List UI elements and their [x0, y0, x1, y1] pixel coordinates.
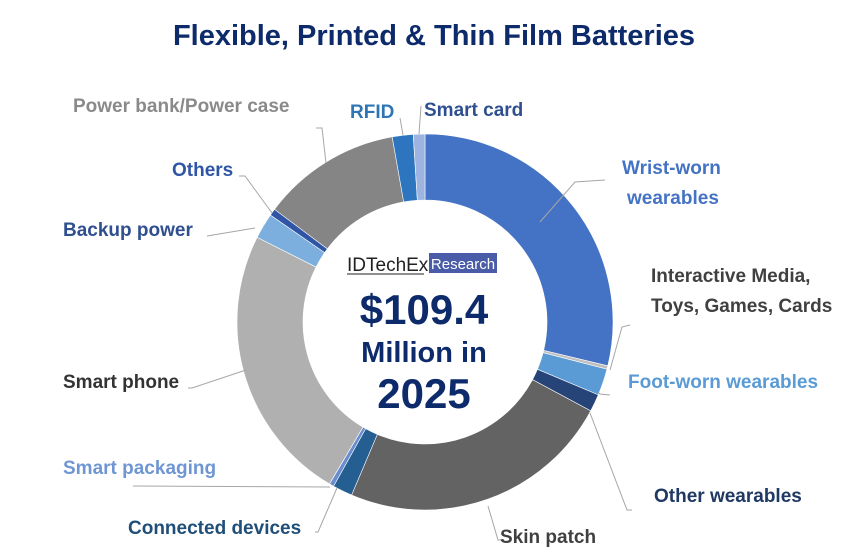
leader-line [597, 391, 611, 396]
brand-tag-box [429, 253, 497, 273]
slice-label: Connected devices [128, 518, 301, 539]
leader-line [206, 227, 256, 237]
slice-smart-card [412, 133, 426, 201]
slice-label: Foot-worn wearables [628, 372, 818, 393]
slice-label: Interactive Media, Toys, Games, Cards [651, 266, 832, 317]
leader-line [418, 105, 422, 135]
brand-tag: Research [431, 256, 495, 273]
slice-label: Smart packaging [63, 458, 216, 479]
leader-line [132, 485, 331, 488]
slice-label: Other wearables [654, 486, 802, 507]
slices [236, 133, 614, 511]
slice-label: Backup power [63, 220, 193, 241]
slice-label: Wrist-worn wearables [622, 158, 721, 209]
slice-label: Smart phone [63, 372, 179, 393]
slice-label: RFID [350, 102, 394, 123]
leader-line [589, 412, 632, 511]
leader-line [609, 324, 631, 371]
leader-line [539, 179, 606, 223]
leader-line [239, 175, 273, 214]
slice-skin-patch [351, 379, 592, 511]
slice-label: Smart card [424, 100, 523, 121]
leader-line [316, 127, 327, 164]
leader-line [487, 505, 504, 541]
total-value: $109.4 [360, 286, 489, 333]
leader-line [399, 117, 404, 136]
chart-title: Flexible, Printed & Thin Film Batteries [173, 20, 695, 52]
total-year: 2025 [377, 370, 470, 417]
slice-wrist-worn-wearables [424, 133, 614, 367]
slice-label: Others [172, 160, 233, 181]
center-label: IDTechEx Research $109.4 Million in 2025 [347, 253, 497, 417]
slice-labels: Wrist-worn wearables Interactive Media, Toy… [63, 96, 832, 548]
slice-smart-phone [236, 236, 364, 485]
leader-lines [132, 105, 632, 541]
slice-label: Skin patch [500, 527, 596, 548]
leader-line [315, 487, 338, 533]
slice-label: Power bank/Power case [73, 96, 290, 117]
brand-logo: IDTechEx [347, 255, 429, 276]
leader-line [188, 369, 247, 389]
total-unit: Million in [361, 337, 487, 369]
